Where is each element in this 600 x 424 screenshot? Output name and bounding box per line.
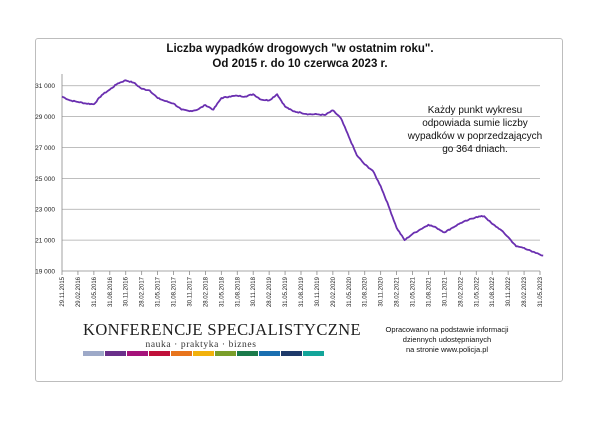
logo-color-stripes <box>83 351 325 356</box>
y-tick-label: 23 000 <box>35 207 55 214</box>
annotation-line: Każdy punkt wykresu <box>427 105 523 116</box>
y-tick-label: 27 000 <box>35 145 55 152</box>
x-tick-label: 31.08.2019 <box>299 276 305 307</box>
x-tick-label: 29.02.2016 <box>76 276 82 307</box>
x-tick-label: 31.08.2022 <box>490 276 496 307</box>
x-tick-label: 30.11.2018 <box>251 276 257 306</box>
x-tick-label: 31.05.2022 <box>474 276 480 307</box>
x-tick-label: 31.05.2021 <box>411 276 417 307</box>
x-tick-label: 31.05.2020 <box>347 276 353 307</box>
source-note: Opracowano na podstawie informacji dzien… <box>372 325 522 355</box>
logo-stripe <box>215 351 236 356</box>
chart-annotation: Każdy punkt wykresu odpowiada sumie licz… <box>405 104 545 156</box>
x-tick-label: 31.08.2018 <box>235 276 241 307</box>
x-tick-label: 30.11.2020 <box>379 276 385 306</box>
x-tick-label: 31.05.2023 <box>538 276 544 307</box>
source-line: Opracowano na podstawie informacji <box>385 325 509 334</box>
logo-stripe <box>259 351 280 356</box>
source-line: dziennych udostępnianych <box>402 335 492 344</box>
logo-stripe <box>149 351 170 356</box>
logo-stripe <box>193 351 214 356</box>
x-tick-label: 28.02.2018 <box>203 276 209 307</box>
y-tick-label: 21 000 <box>35 238 55 245</box>
series-line <box>61 79 544 257</box>
annotation-line: go 364 dniach. <box>442 144 508 155</box>
x-tick-label: 28.02.2021 <box>395 276 401 307</box>
x-tick-label: 31.08.2017 <box>172 276 178 307</box>
x-tick-label: 31.08.2021 <box>426 276 432 307</box>
logo-stripe <box>303 351 324 356</box>
source-line: na stronie www.policja.pl <box>405 345 489 354</box>
y-tick-label: 25 000 <box>35 176 55 183</box>
x-tick-label: 31.05.2016 <box>92 276 98 307</box>
x-tick-label: 30.11.2019 <box>315 276 321 306</box>
chart-title: Liczba wypadków drogowych "w ostatnim ro… <box>166 43 434 55</box>
x-tick-label: 31.08.2020 <box>363 276 369 307</box>
x-tick-label: 30.11.2016 <box>124 276 130 306</box>
logo-stripe <box>127 351 148 356</box>
y-tick-label: 29 000 <box>35 114 55 121</box>
logo-stripe <box>281 351 302 356</box>
annotation-line: wypadków w poprzedzających <box>407 131 543 142</box>
x-tick-label: 28.02.2019 <box>267 276 273 307</box>
logo-stripe <box>105 351 126 356</box>
logo-stripe <box>237 351 258 356</box>
y-tick-label: 19 000 <box>35 269 55 276</box>
x-tick-label: 29.11.2015 <box>60 276 66 306</box>
chart-subtitle: Od 2015 r. do 10 czerwca 2023 r. <box>212 58 388 70</box>
logo-text: KONFERENCJE SPECJALISTYCZNE <box>83 320 362 339</box>
x-tick-label: 31.05.2017 <box>156 276 162 307</box>
chart-frame <box>35 38 563 382</box>
x-tick-label: 30.11.2021 <box>442 276 448 306</box>
logo-tagline: nauka · praktyka · biznes <box>145 340 257 350</box>
annotation-line: odpowiada sumie liczby <box>422 118 528 129</box>
logo-stripe <box>171 351 192 356</box>
logo-stripe <box>83 351 104 356</box>
x-tick-label: 31.05.2018 <box>219 276 225 307</box>
x-tick-label: 31.05.2019 <box>283 276 289 307</box>
x-tick-label: 31.08.2016 <box>108 276 114 307</box>
x-tick-label: 30.11.2022 <box>506 276 512 306</box>
x-tick-label: 28.02.2023 <box>522 276 528 307</box>
x-tick-label: 29.02.2020 <box>331 276 337 307</box>
x-tick-label: 28.02.2017 <box>140 276 146 307</box>
x-tick-label: 30.11.2017 <box>187 276 193 306</box>
y-tick-label: 31 000 <box>35 83 55 90</box>
x-tick-label: 28.02.2022 <box>458 276 464 307</box>
